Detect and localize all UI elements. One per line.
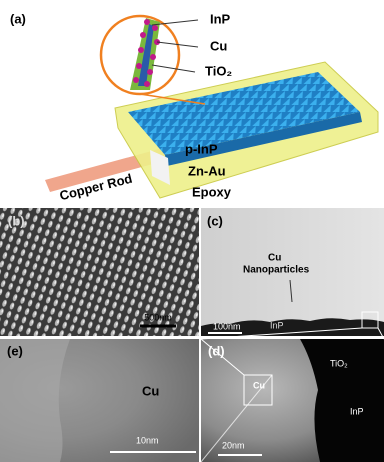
panel-b: 500nm (b) <box>0 208 199 336</box>
layer-label: Epoxy <box>192 184 232 199</box>
panel-c: Cu Nanoparticles InP 100nm (c) <box>201 208 384 336</box>
inset-label: InP <box>210 11 231 26</box>
panel-label: (c) <box>207 213 223 228</box>
material-label: Cu <box>142 383 159 398</box>
page: (a) InP Cu TiO₂ p-InP Zn-Au Epoxy Copper… <box>0 0 384 462</box>
panel-a: (a) InP Cu TiO₂ p-InP Zn-Au Epoxy Copper… <box>10 11 378 203</box>
inset-label: Cu <box>210 38 227 53</box>
material-label: TiO₂ <box>330 358 348 368</box>
panel-d: Cu TiO₂ InP 20nm (d) <box>201 328 384 462</box>
layer-label: Zn-Au <box>188 163 226 178</box>
scale-text: 20nm <box>222 440 245 450</box>
annotation: Nanoparticles <box>243 265 310 276</box>
scale-text: 100nm <box>213 321 241 331</box>
material-label: Cu <box>253 380 265 390</box>
scale-text: 500nm <box>144 312 172 322</box>
panel-label: (b) <box>8 213 25 228</box>
material-label: InP <box>350 406 364 416</box>
panel-label: (d) <box>208 343 225 358</box>
scale-text: 10nm <box>136 435 159 445</box>
inset-label: TiO₂ <box>205 63 232 78</box>
material-label: InP <box>270 320 284 330</box>
panel-e: Cu 10nm (e) <box>0 339 199 462</box>
figure: (a) InP Cu TiO₂ p-InP Zn-Au Epoxy Copper… <box>0 0 384 462</box>
annotation: Cu <box>268 253 281 264</box>
panel-label: (e) <box>7 343 23 358</box>
layer-label: p-InP <box>185 141 218 156</box>
panel-label: (a) <box>10 11 26 26</box>
